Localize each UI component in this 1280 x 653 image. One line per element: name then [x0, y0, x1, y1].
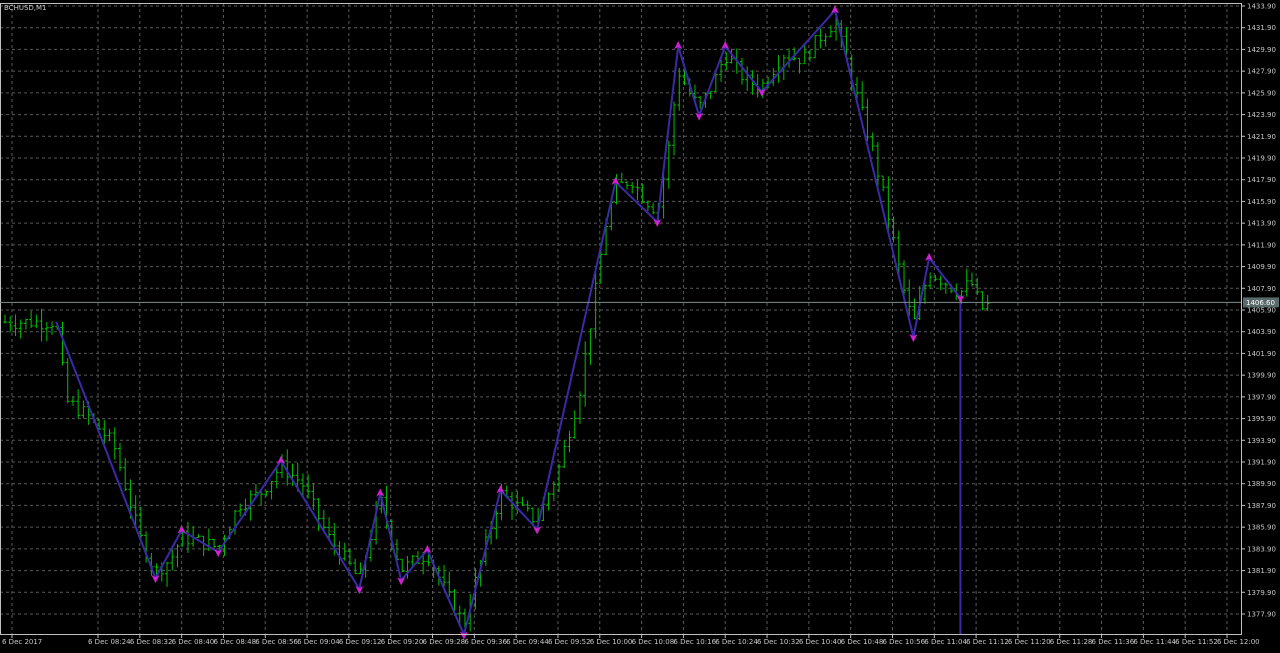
trough-marker: [151, 575, 160, 584]
x-tick-label: 6 Dec 08:24: [88, 638, 131, 646]
x-tick-label: 6 Dec 09:04: [297, 638, 340, 646]
x-tick-label: 6 Dec 10:16: [673, 638, 716, 646]
peak-marker: [925, 252, 934, 261]
current-price-label: 1406.60: [1246, 299, 1275, 307]
y-tick-label: 1377.90: [1247, 611, 1276, 619]
x-tick-label: 6 Dec 12:00: [1217, 638, 1260, 646]
y-tick-label: 1423.90: [1247, 111, 1276, 119]
y-tick-label: 1431.90: [1247, 24, 1276, 32]
y-tick-label: 1399.90: [1247, 372, 1276, 380]
x-tick-label: 6 Dec 10:56: [882, 638, 925, 646]
trough-marker: [695, 112, 704, 121]
peak-marker: [611, 176, 620, 185]
x-tick-label: 6 Dec 11:20: [1008, 638, 1051, 646]
x-tick-label: 6 Dec 10:00: [590, 638, 633, 646]
y-tick-label: 1407.90: [1247, 285, 1276, 293]
current-price-badge: [1243, 297, 1279, 308]
trough-marker: [757, 88, 766, 97]
y-tick-label: 1417.90: [1247, 176, 1276, 184]
plot-frame: [0, 3, 1242, 635]
x-tick-label: 6 Dec 11:28: [1050, 638, 1093, 646]
trough-marker: [956, 295, 965, 304]
y-tick-label: 1395.90: [1247, 415, 1276, 423]
y-tick-label: 1419.90: [1247, 155, 1276, 163]
y-tick-label: 1389.90: [1247, 480, 1276, 488]
peak-marker: [721, 41, 730, 50]
x-tick-label: 6 Dec 10:32: [757, 638, 800, 646]
trough-marker: [214, 549, 223, 558]
y-tick-label: 1379.90: [1247, 589, 1276, 597]
x-tick-label: 6 Dec 08:40: [172, 638, 215, 646]
y-tick-label: 1391.90: [1247, 459, 1276, 467]
y-tick-label: 1381.90: [1247, 567, 1276, 575]
y-tick-label: 1393.90: [1247, 437, 1276, 445]
x-tick-label: 6 Dec 10:08: [632, 638, 675, 646]
peak-marker: [276, 455, 285, 464]
peak-marker: [496, 485, 505, 494]
x-tick-label: 6 Dec 11:52: [1175, 638, 1218, 646]
y-tick-label: 1425.90: [1247, 89, 1276, 97]
peak-marker: [423, 544, 432, 553]
y-tick-label: 1401.90: [1247, 350, 1276, 358]
peak-marker: [376, 488, 385, 497]
x-tick-label: 6 Dec 09:52: [548, 638, 591, 646]
trough-marker: [355, 586, 364, 595]
trough-marker: [909, 334, 918, 343]
x-tick-label: 6 Dec 09:12: [339, 638, 382, 646]
y-tick-label: 1383.90: [1247, 545, 1276, 553]
x-axis-labels: 6 Dec 2017 6 Dec 08:24 6 Dec 08:32 6 Dec 08…: [2, 634, 1260, 646]
peak-marker: [830, 5, 839, 14]
x-tick-label: 6 Dec 09:20: [381, 638, 424, 646]
x-tick-label: 6 Dec 10:48: [841, 638, 884, 646]
y-tick-label: 1433.90: [1247, 3, 1276, 11]
x-tick-label: 6 Dec 08:48: [213, 638, 256, 646]
trough-marker: [397, 577, 406, 586]
x-tick-label: 6 Dec 09:44: [506, 638, 549, 646]
x-tick-label: 6 Dec 08:56: [255, 638, 298, 646]
x-tick-label: 6 Dec 2017: [2, 638, 42, 646]
y-tick-label: 1429.90: [1247, 46, 1276, 54]
x-tick-label: 6 Dec 10:24: [715, 638, 758, 646]
y-tick-label: 1385.90: [1247, 524, 1276, 532]
x-tick-label: 6 Dec 11:44: [1133, 638, 1176, 646]
zigzag-markers: [151, 5, 965, 640]
y-tick-label: 1403.90: [1247, 328, 1276, 336]
y-tick-label: 1427.90: [1247, 68, 1276, 76]
current-price-line: 1406.60: [0, 297, 1279, 308]
y-axis-labels: 1433.90 1431.90 1429.90 1427.90 1425.90 1423.…: [1241, 3, 1276, 619]
x-tick-label: 6 Dec 09:28: [423, 638, 466, 646]
x-tick-label: 6 Dec 10:40: [799, 638, 842, 646]
x-tick-label: 6 Dec 11:04: [924, 638, 967, 646]
x-tick-label: 6 Dec 11:12: [966, 638, 1009, 646]
y-tick-label: 1387.90: [1247, 502, 1276, 510]
y-tick-label: 1397.90: [1247, 393, 1276, 401]
y-tick-label: 1421.90: [1247, 133, 1276, 141]
x-tick-label: 6 Dec 08:32: [130, 638, 173, 646]
grid: [0, 3, 1241, 634]
peak-marker: [177, 525, 186, 534]
trough-marker: [653, 219, 662, 228]
x-tick-label: 6 Dec 09:36: [464, 638, 507, 646]
axes: [0, 3, 1242, 635]
y-tick-label: 1409.90: [1247, 263, 1276, 271]
trough-marker: [459, 631, 468, 640]
y-tick-label: 1413.90: [1247, 220, 1276, 228]
y-tick-label: 1405.90: [1247, 307, 1276, 315]
trough-marker: [533, 526, 542, 535]
y-tick-label: 1411.90: [1247, 241, 1276, 249]
peak-marker: [674, 41, 683, 50]
y-tick-label: 1415.90: [1247, 198, 1276, 206]
chart-title: BCHUSD,M1: [4, 4, 47, 12]
x-tick-label: 6 Dec 11:36: [1092, 638, 1135, 646]
